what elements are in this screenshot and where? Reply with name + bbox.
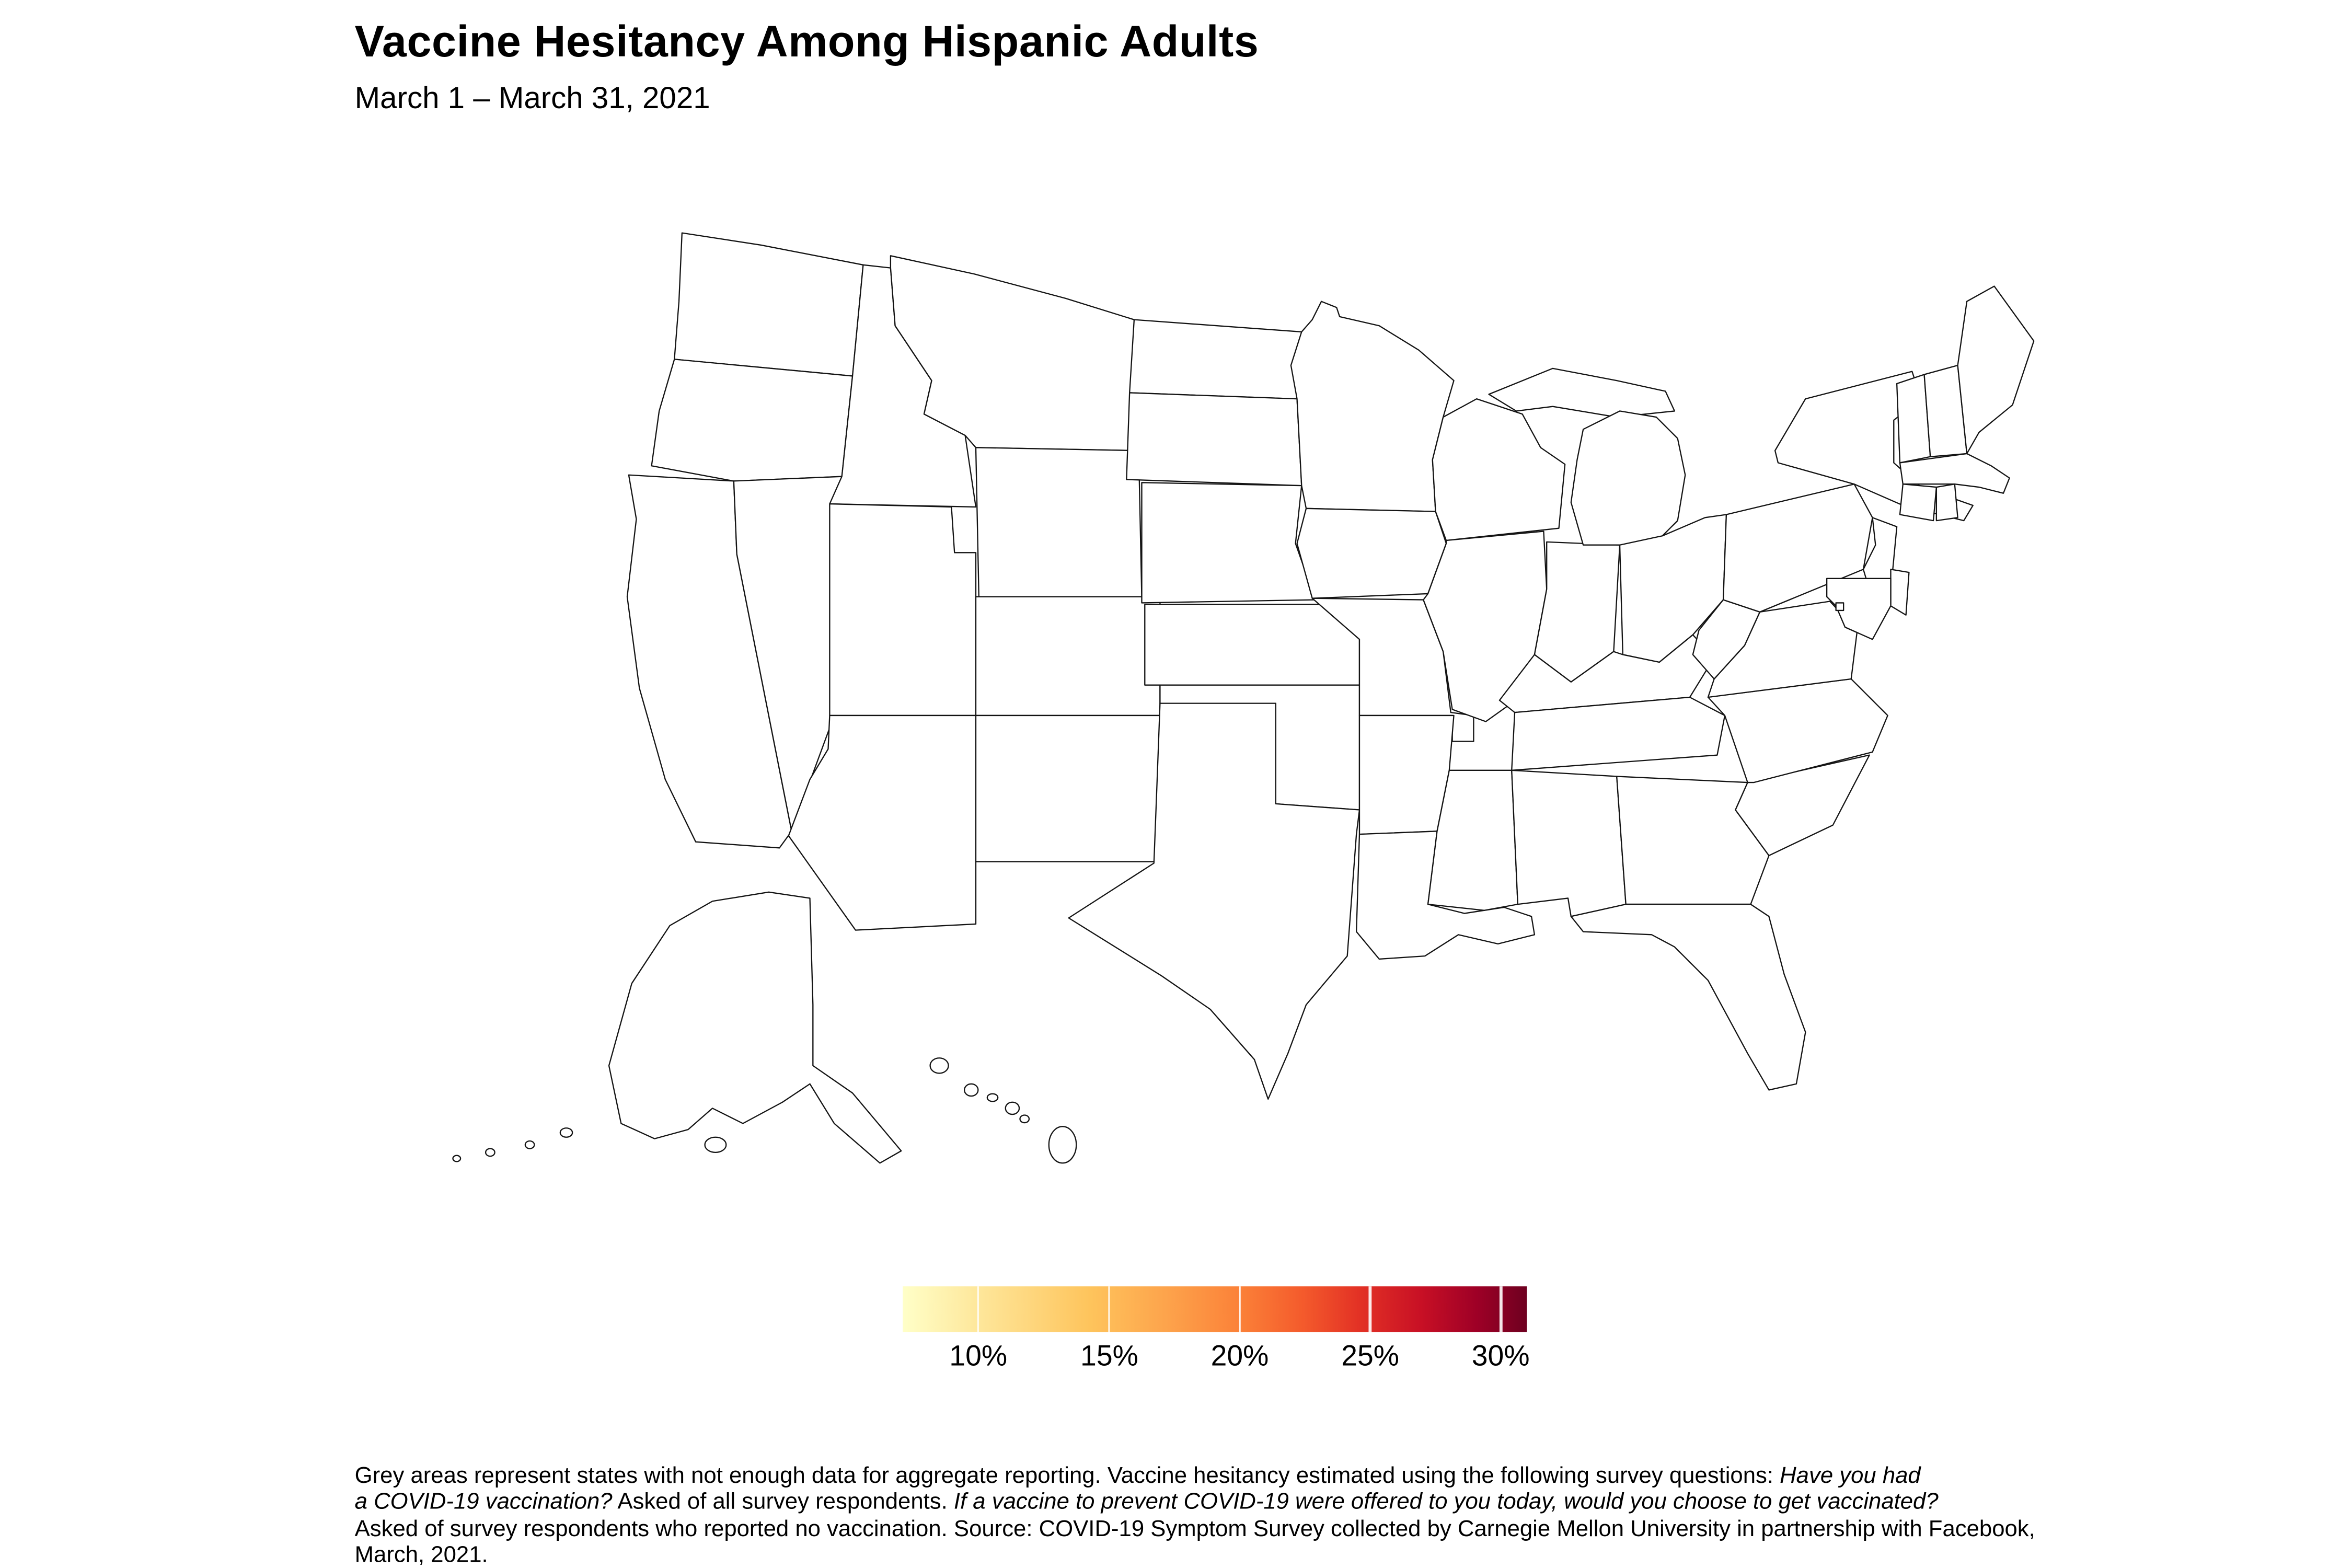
state-MI-lower-peninsula	[1570, 410, 1686, 546]
legend-tick	[1108, 1286, 1111, 1332]
state-KY	[1498, 634, 1715, 713]
state-HI-maui	[1005, 1101, 1020, 1115]
state-AK-aleutian-island	[524, 1140, 535, 1149]
state-DE	[1890, 569, 1910, 616]
state-MA	[1899, 453, 2010, 494]
state-DC	[1835, 602, 1844, 612]
page-subtitle: March 1 – March 31, 2021	[354, 82, 710, 116]
state-WI	[1432, 398, 1566, 541]
legend-tick	[1499, 1286, 1502, 1332]
footnote-line: a COVID-19 vaccination? Asked of all sur…	[354, 1489, 1939, 1515]
legend-tick	[977, 1286, 979, 1332]
legend-tick-label: 10%	[949, 1341, 1008, 1374]
footnote-line: Grey areas represent states with not eno…	[354, 1463, 1921, 1489]
state-CT	[1899, 483, 1938, 522]
state-MI-upper-peninsula	[1488, 367, 1676, 418]
state-AK-aleutian-island	[559, 1127, 573, 1138]
state-MN	[1290, 301, 1455, 512]
state-KS	[1144, 604, 1361, 686]
state-WY	[975, 447, 1143, 597]
state-ME	[1957, 285, 2035, 455]
state-HI-hawaii-island	[1048, 1126, 1077, 1164]
state-HI-kauai	[929, 1057, 949, 1074]
state-TX	[1068, 702, 1361, 1100]
legend-tick	[1369, 1286, 1371, 1332]
state-NC	[1707, 678, 1888, 783]
legend-tick	[1238, 1286, 1241, 1332]
legend-tick-label: 30%	[1471, 1341, 1530, 1374]
state-AK-island	[704, 1136, 727, 1154]
state-AL	[1511, 769, 1627, 917]
state-IA	[1296, 508, 1447, 599]
footnote-line: March, 2021.	[354, 1542, 488, 1568]
state-AK-aleutian-island	[485, 1148, 495, 1157]
page-title: Vaccine Hesitancy Among Hispanic Adults	[354, 18, 1259, 67]
color-legend: 10% 15% 20% 25% 30%	[903, 1286, 1530, 1381]
legend-tick-label: 25%	[1341, 1341, 1399, 1374]
state-ND	[1128, 319, 1302, 400]
legend-gradient-bar	[903, 1286, 1527, 1332]
state-AK	[608, 891, 902, 1164]
state-SD	[1126, 392, 1302, 487]
state-UT	[829, 503, 977, 717]
state-AK-aleutian-island	[452, 1155, 462, 1162]
state-HI-oahu	[963, 1083, 979, 1097]
state-HI-lanai	[1019, 1114, 1030, 1124]
state-SC	[1735, 754, 1870, 857]
state-FL	[1570, 903, 1806, 1091]
state-MD	[1826, 578, 1892, 640]
state-WA	[674, 232, 864, 377]
footnote: Grey areas represent states with not eno…	[355, 1463, 2326, 1568]
legend-tick-label: 15%	[1080, 1341, 1138, 1374]
state-HI-molokai	[986, 1093, 999, 1102]
state-CO	[975, 596, 1161, 717]
state-NM	[975, 714, 1161, 862]
state-TN	[1511, 696, 1726, 771]
state-OR	[651, 359, 854, 482]
state-NE	[1141, 482, 1316, 604]
state-RI	[1935, 483, 1958, 522]
legend-tick-label: 20%	[1210, 1341, 1269, 1374]
footnote-line: Asked of survey respondents who reported…	[354, 1515, 2035, 1542]
